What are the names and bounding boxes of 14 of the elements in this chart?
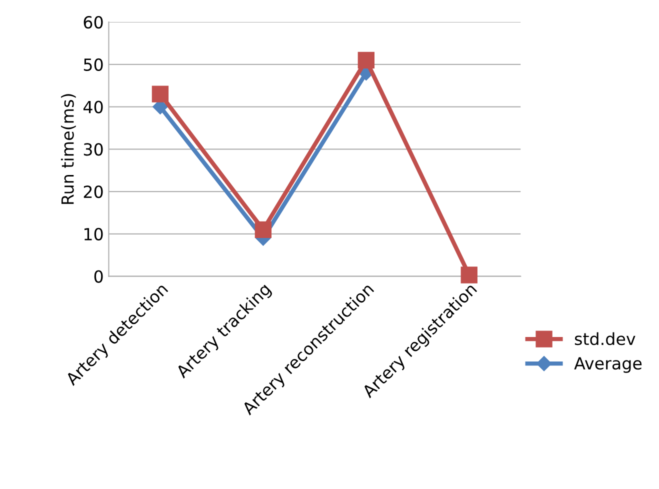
y-tick-label: 40	[83, 100, 103, 114]
legend-label: std.dev	[574, 332, 636, 346]
y-tick-label: 20	[84, 185, 103, 198]
point	[152, 86, 169, 102]
y-tick-label: 50	[84, 58, 103, 71]
legend-label: Average	[574, 357, 642, 373]
y-tick-label: 30	[84, 143, 103, 156]
point	[358, 52, 374, 68]
y-tick-label: 10	[84, 228, 103, 240]
y-tick-label: 0	[94, 270, 103, 283]
y-axis-title: Run time(ms)	[60, 94, 76, 204]
point	[460, 266, 478, 284]
y-tick-label: 60	[84, 16, 103, 29]
point	[254, 221, 272, 238]
